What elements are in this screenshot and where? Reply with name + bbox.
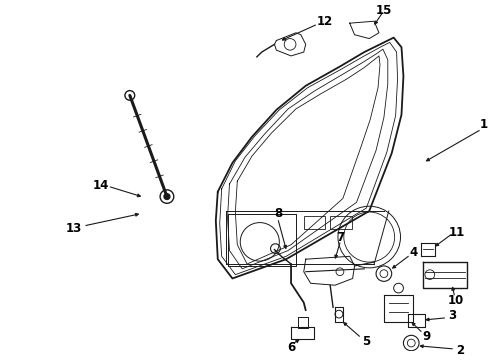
Text: 5: 5 bbox=[362, 334, 370, 348]
Bar bbox=[330, 216, 352, 229]
Text: 11: 11 bbox=[449, 226, 466, 239]
Bar bbox=[304, 216, 325, 229]
Text: 10: 10 bbox=[448, 294, 465, 307]
Text: 3: 3 bbox=[448, 309, 456, 321]
Text: 6: 6 bbox=[287, 341, 295, 354]
Text: 8: 8 bbox=[274, 207, 282, 220]
Text: 4: 4 bbox=[409, 246, 417, 259]
Text: 7: 7 bbox=[336, 230, 344, 243]
Text: 15: 15 bbox=[376, 4, 392, 17]
Circle shape bbox=[164, 194, 170, 199]
Text: 12: 12 bbox=[317, 15, 333, 28]
Text: 13: 13 bbox=[66, 222, 82, 235]
Text: 1: 1 bbox=[480, 118, 488, 131]
Text: 9: 9 bbox=[423, 330, 431, 343]
Text: 2: 2 bbox=[456, 344, 464, 357]
Text: 14: 14 bbox=[92, 179, 109, 192]
